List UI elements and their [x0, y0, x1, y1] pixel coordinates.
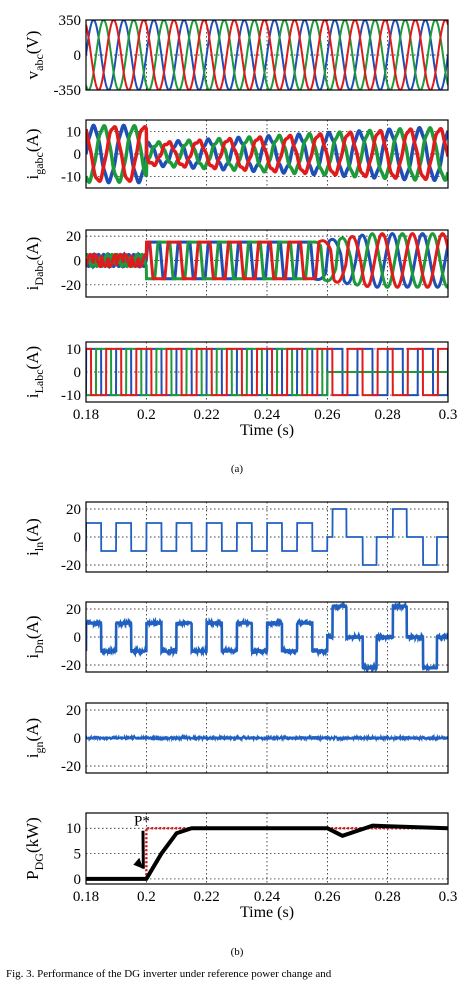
ytick-label: 20 [66, 703, 81, 719]
panel-frame [85, 229, 449, 298]
arrow-head [133, 857, 144, 869]
panel-frame [85, 601, 449, 673]
xtick-label: 0.18 [73, 407, 99, 423]
xtick-label: 0.3 [439, 407, 458, 423]
panel-frame [85, 501, 449, 573]
ytick-label: 20 [66, 602, 81, 618]
ytick-label: 0 [74, 731, 82, 747]
series-phase-c [86, 232, 448, 289]
figure-caption: Fig. 3. Performance of the DG inverter u… [6, 968, 332, 980]
data-group [86, 602, 448, 672]
ytick-label: -20 [61, 658, 81, 674]
ylabel-3: iDabc(A) [23, 237, 46, 291]
data-group [86, 20, 448, 90]
ytick-label: -20 [61, 759, 81, 775]
xtick-label: 0.28 [375, 889, 401, 905]
ytick-label: 5 [74, 847, 82, 863]
series-phase-b [86, 347, 448, 397]
annotation-pstar: P* [134, 814, 150, 830]
ytick-label: -10 [61, 388, 81, 404]
series-ground-current [86, 733, 448, 743]
ytick-label: 10 [66, 124, 81, 140]
xtick-label: 0.22 [194, 889, 220, 905]
ytick-label: 10 [66, 342, 81, 358]
ytick-label: 350 [59, 13, 82, 29]
panel-2 [85, 119, 449, 189]
xtick-label: 0.18 [73, 889, 99, 905]
ytick-label: 0 [74, 530, 82, 546]
xtick-label: 0.2 [137, 889, 156, 905]
ytick-label: 20 [66, 229, 81, 245]
ytick-label: -10 [61, 170, 81, 186]
ytick-label: -20 [61, 278, 81, 294]
panel-7 [85, 702, 449, 774]
data-group [86, 347, 448, 397]
series-neutral-current [86, 508, 448, 566]
panel-frame [85, 702, 449, 774]
ytick-label: 0 [74, 147, 82, 163]
xaxis-title: Time (s) [240, 422, 294, 439]
panel-8 [85, 812, 449, 885]
xtick-label: 0.26 [314, 889, 341, 905]
xtick-label: 0.3 [439, 889, 458, 905]
series-measured [86, 823, 448, 881]
series-phase-b [86, 123, 448, 185]
panel-a-label: (a) [230, 463, 244, 475]
xtick-label: 0.24 [254, 889, 281, 905]
xaxis-title: Time (s) [240, 904, 294, 921]
panel-frame [85, 119, 449, 189]
series-phase-b [86, 20, 448, 90]
xtick-label: 0.22 [194, 407, 220, 423]
panel-4 [85, 341, 449, 403]
ytick-label: 0 [74, 365, 82, 381]
ylabel-8: PDG(kW) [23, 817, 46, 880]
ylabel-4: iLabc(A) [23, 346, 46, 398]
series-phase-c [86, 347, 448, 397]
ytick-label: 0 [74, 253, 82, 269]
data-group [86, 733, 448, 743]
data-group [86, 823, 448, 881]
panel-frame [85, 341, 449, 403]
ylabel-1: vabc(V) [23, 31, 46, 80]
ytick-label: -350 [54, 83, 82, 99]
xtick-label: 0.28 [375, 407, 401, 423]
data-group [86, 508, 448, 566]
ytick-label: 0 [74, 48, 82, 64]
xtick-label: 0.24 [254, 407, 281, 423]
panel-b-label: (b) [230, 946, 244, 958]
ylabel-7: ign(A) [23, 718, 46, 758]
series-phase-b [86, 232, 448, 289]
panel-1 [85, 19, 449, 91]
ytick-label: 0 [74, 630, 82, 646]
data-group [86, 123, 448, 185]
data-group [86, 232, 448, 289]
panel-frame [85, 19, 449, 91]
panel-5 [85, 501, 449, 573]
ylabel-5: iln(A) [23, 518, 46, 556]
series-phase-a [86, 20, 448, 90]
xtick-label: 0.2 [137, 407, 156, 423]
series-neutral-current [86, 602, 448, 672]
series-phase-c [86, 125, 448, 183]
panel-6 [85, 601, 449, 673]
panel-3 [85, 229, 449, 298]
ytick-label: 10 [66, 821, 81, 837]
panel-frame [85, 812, 449, 885]
ylabel-6: iDn(A) [23, 615, 46, 658]
ytick-label: -20 [61, 558, 81, 574]
xtick-label: 0.26 [314, 407, 341, 423]
ytick-label: 20 [66, 502, 81, 518]
ylabel-2: igabc(A) [23, 129, 46, 180]
series-phase-c [86, 20, 448, 90]
ytick-label: 0 [74, 872, 82, 888]
